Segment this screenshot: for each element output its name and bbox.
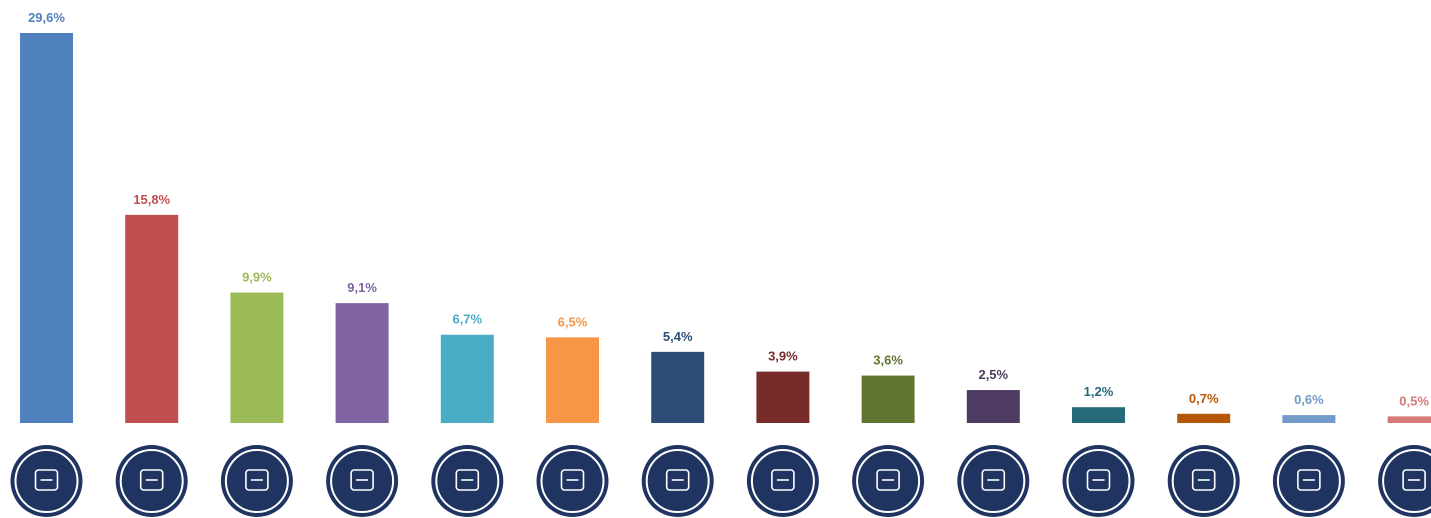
icon-circle <box>326 445 399 517</box>
icon-circle <box>220 445 293 517</box>
bar <box>440 334 494 423</box>
icon-circle <box>431 445 504 517</box>
icon-circle <box>115 445 188 517</box>
icon-circle <box>641 445 714 517</box>
icon-glyph <box>1086 469 1111 491</box>
value-label: 6,7% <box>452 312 482 327</box>
category-icon <box>1378 445 1431 517</box>
icon-circle <box>1378 445 1431 517</box>
icon-ring <box>645 449 710 513</box>
icon-ring <box>750 449 815 513</box>
icon-glyph <box>665 469 690 491</box>
icon-circle <box>746 445 819 517</box>
icon-circle <box>10 445 83 517</box>
category-icon <box>10 445 83 517</box>
value-label: 5,4% <box>663 329 693 344</box>
icon-circle <box>1167 445 1240 517</box>
icon-ring <box>435 449 500 513</box>
value-label: 0,6% <box>1294 392 1324 407</box>
icon-circle <box>1062 445 1135 517</box>
category-icon <box>852 445 925 517</box>
category-icon <box>536 445 609 517</box>
bar <box>966 390 1020 423</box>
value-label: 0,7% <box>1189 391 1219 406</box>
icon-circle <box>536 445 609 517</box>
category-icon <box>957 445 1030 517</box>
bar <box>756 371 810 423</box>
bar <box>1177 413 1231 423</box>
category-icon <box>641 445 714 517</box>
bar <box>546 337 599 423</box>
icon-glyph <box>350 469 374 491</box>
category-icon <box>1167 445 1240 517</box>
icon-glyph <box>34 469 59 491</box>
value-label: 2,5% <box>978 367 1008 382</box>
icon-glyph <box>560 469 585 491</box>
category-icon <box>1062 445 1135 517</box>
icon-ring <box>856 449 921 513</box>
icon-ring <box>540 449 605 513</box>
icon-ring <box>1382 449 1431 513</box>
icon-ring <box>1171 449 1236 513</box>
icon-ring <box>14 449 79 513</box>
icon-glyph <box>455 469 480 491</box>
icon-ring <box>330 449 395 513</box>
value-label: 29,6% <box>28 10 65 25</box>
category-icon <box>220 445 293 517</box>
icon-ring <box>119 449 184 513</box>
icon-glyph <box>1191 469 1216 491</box>
value-label: 3,9% <box>768 349 798 364</box>
category-icon <box>431 445 504 517</box>
icon-circle <box>1272 445 1345 517</box>
bar <box>1387 416 1431 423</box>
bar <box>861 375 915 423</box>
bar <box>1282 415 1336 423</box>
icon-ring <box>224 449 289 513</box>
icon-ring <box>961 449 1026 513</box>
value-label: 0,5% <box>1399 393 1429 408</box>
icon-circle <box>852 445 925 517</box>
icon-circle <box>957 445 1030 517</box>
category-icon <box>746 445 819 517</box>
icon-glyph <box>1297 469 1321 491</box>
icon-ring <box>1276 449 1341 513</box>
icon-glyph <box>1402 469 1426 491</box>
bar <box>335 303 389 423</box>
bar <box>20 33 73 423</box>
icon-glyph <box>245 469 269 491</box>
bar <box>125 214 179 423</box>
bar <box>230 292 284 423</box>
category-icon <box>115 445 188 517</box>
icon-ring <box>1066 449 1131 513</box>
value-label: 3,6% <box>873 353 903 368</box>
value-label: 6,5% <box>558 314 588 329</box>
category-icon <box>1272 445 1345 517</box>
icon-glyph <box>981 469 1006 491</box>
value-label: 15,8% <box>133 192 170 207</box>
icon-glyph <box>139 469 164 491</box>
icon-glyph <box>771 469 795 491</box>
bar <box>651 351 705 423</box>
bar <box>1072 407 1125 423</box>
value-label: 1,2% <box>1084 384 1114 399</box>
category-icon <box>326 445 399 517</box>
value-label: 9,1% <box>347 280 377 295</box>
icon-glyph <box>876 469 900 491</box>
value-label: 9,9% <box>242 270 272 285</box>
